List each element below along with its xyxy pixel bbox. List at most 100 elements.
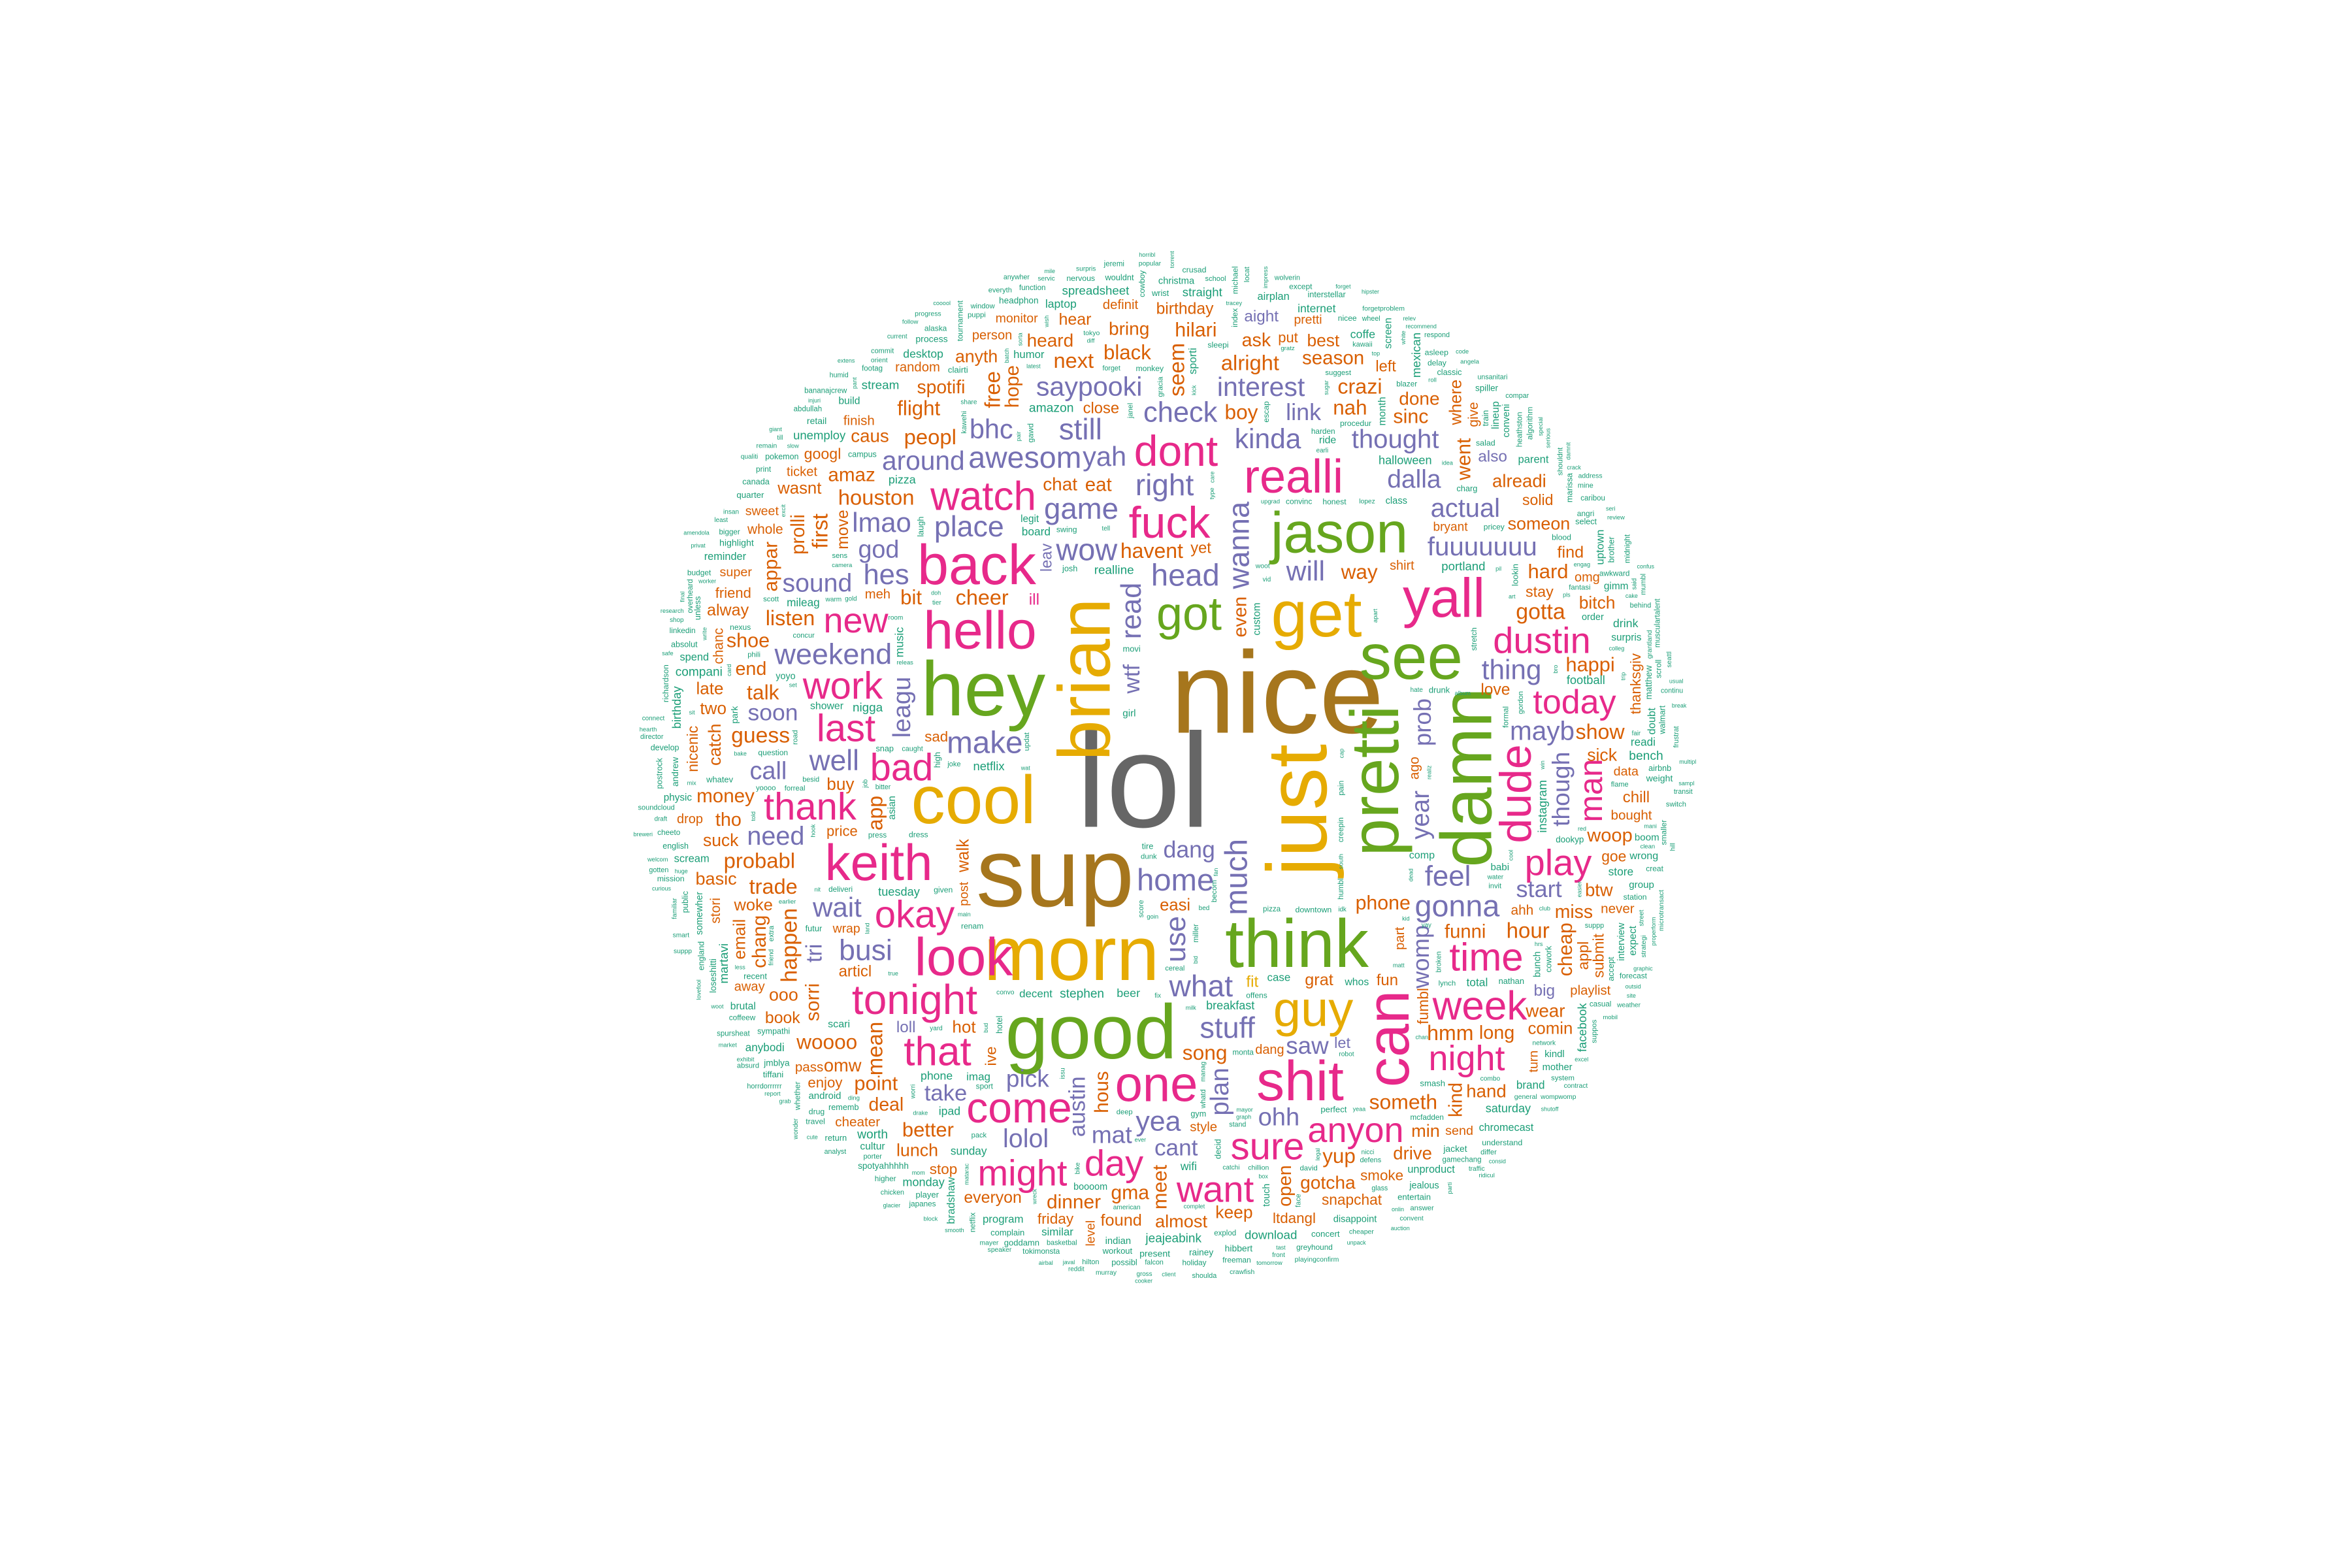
word-saw: saw	[1286, 1032, 1329, 1059]
word-listen: listen	[766, 606, 815, 630]
word-compar: compar	[1505, 392, 1529, 400]
word-kind: kind	[1445, 1083, 1466, 1117]
word-group: group	[1629, 879, 1654, 890]
word-drug: drug	[809, 1107, 825, 1117]
word-fun: fun	[1377, 972, 1398, 989]
word-ohh: ohh	[1258, 1103, 1300, 1131]
word-nicenic: nicenic	[684, 726, 701, 772]
word-footag: footag	[862, 365, 883, 372]
word-monta: monta	[1232, 1048, 1254, 1056]
word-call: call	[749, 757, 787, 785]
word-main: main	[958, 911, 971, 918]
word-sporti: sporti	[1186, 348, 1199, 374]
word-left: left	[1375, 359, 1396, 376]
word-cheeto: cheeto	[657, 828, 681, 837]
word-get: get	[1271, 578, 1362, 651]
word-football: football	[1567, 673, 1605, 687]
word-board: board	[1022, 525, 1051, 538]
word-hes: hes	[863, 559, 909, 591]
word-station: station	[1624, 892, 1647, 902]
word-even: even	[1230, 596, 1250, 638]
word-glass: glass	[1371, 1184, 1388, 1192]
word-true: true	[888, 970, 898, 977]
word-sound: sound	[783, 569, 853, 597]
word-pls: pls	[1563, 591, 1571, 598]
word-sweet: sweet	[745, 504, 779, 519]
word-email: email	[730, 919, 749, 960]
word-aight: aight	[1244, 308, 1279, 325]
word-retail: retail	[807, 416, 826, 426]
word-auction: auction	[1391, 1225, 1410, 1232]
word-cowork: cowork	[1543, 945, 1553, 972]
word-vid: vid	[1263, 576, 1271, 583]
word-cheer: cheer	[956, 586, 1009, 610]
word-coffeew: coffeew	[729, 1013, 756, 1022]
word-tonight: tonight	[852, 976, 977, 1023]
word-whatev: whatev	[706, 775, 733, 785]
word-familiar: familiar	[672, 898, 679, 919]
word-glacier: glacier	[883, 1202, 901, 1209]
word-happen: happen	[777, 908, 802, 983]
word-drunk: drunk	[1429, 685, 1450, 695]
word-differ: differ	[1480, 1149, 1497, 1156]
word-spend: spend	[679, 651, 709, 663]
word-wait: wait	[812, 892, 862, 923]
word-accept: accept	[1607, 956, 1616, 981]
word-frustrat: frustrat	[1673, 726, 1680, 747]
word-commit: commit	[871, 347, 894, 355]
word-btw: btw	[1585, 880, 1613, 900]
word-better: better	[902, 1118, 954, 1141]
word-sick: sick	[1587, 745, 1618, 765]
word-level: level	[1083, 1220, 1098, 1247]
word-yah: yah	[1083, 441, 1126, 472]
word-impress: impress	[1262, 266, 1269, 288]
word-cheaper: cheaper	[1349, 1228, 1374, 1236]
word-case: case	[1267, 972, 1291, 984]
word-rememb: rememb	[828, 1103, 859, 1112]
word-delay: delay	[1428, 359, 1447, 368]
word-shutoff: shutoff	[1541, 1106, 1559, 1113]
word-lynch: lynch	[1439, 980, 1456, 988]
word-school: school	[1205, 275, 1226, 283]
word-type: type	[1209, 487, 1216, 499]
word-fair: fair	[1632, 730, 1641, 738]
word-phone: phone	[1356, 892, 1411, 914]
word-milk: milk	[1186, 1005, 1196, 1011]
word-hrs: hrs	[1535, 941, 1543, 947]
word-flame: flame	[1611, 781, 1629, 789]
word-midnight: midnight	[1624, 534, 1632, 563]
word-suggest: suggest	[1325, 369, 1351, 377]
word-present: present	[1139, 1249, 1170, 1259]
word-fix: fix	[1154, 992, 1161, 1000]
word-locat: locat	[1243, 266, 1251, 282]
word-phili: phili	[747, 651, 760, 659]
word-general: general	[1514, 1093, 1537, 1101]
word-break: break	[1672, 702, 1687, 709]
word-huge: huge	[675, 868, 688, 875]
word-progress: progress	[915, 310, 941, 318]
word-market: market	[719, 1041, 738, 1048]
word-read: read	[1116, 583, 1147, 639]
word-miller: miller	[1191, 924, 1200, 943]
word-forgetproblem: forgetproblem	[1362, 305, 1405, 313]
word-honest: honest	[1322, 497, 1347, 506]
word-suppp: suppp	[1585, 922, 1604, 930]
word-front: front	[1272, 1252, 1285, 1259]
word-jacket: jacket	[1443, 1143, 1467, 1154]
word-look: look	[915, 928, 1013, 987]
word-screen: screen	[1383, 318, 1394, 349]
word-busi: busi	[839, 934, 892, 966]
word-stephen: stephen	[1060, 987, 1104, 1001]
word-suppos: suppos	[1590, 1019, 1598, 1043]
word-shoe: shoe	[727, 629, 770, 651]
word-birthday: birthday	[670, 686, 683, 729]
word-south: south	[1337, 854, 1345, 869]
word-crack: crack	[1567, 464, 1581, 470]
word-nah: nah	[1333, 397, 1367, 419]
word-robot: robot	[1339, 1051, 1354, 1058]
word-yea: yea	[1135, 1106, 1181, 1137]
word-data: data	[1614, 764, 1639, 779]
word-becom: becom	[1211, 880, 1218, 902]
word-turn: turn	[1526, 1051, 1541, 1073]
word-site: site	[1627, 992, 1636, 999]
